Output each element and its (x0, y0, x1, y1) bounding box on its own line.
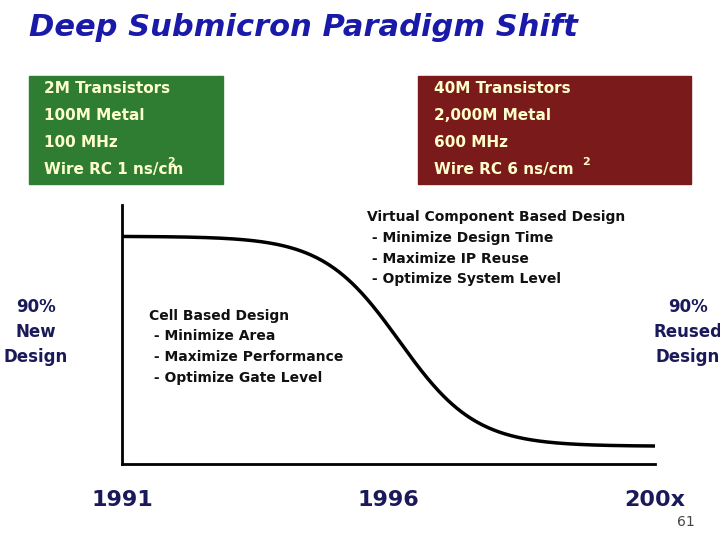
Text: 200x: 200x (625, 490, 685, 510)
Text: 600 MHz: 600 MHz (434, 135, 508, 150)
Text: Wire RC 6 ns/cm: Wire RC 6 ns/cm (434, 162, 574, 177)
Text: 100M Metal: 100M Metal (45, 108, 145, 123)
Text: 2: 2 (167, 157, 174, 167)
Text: 1996: 1996 (358, 490, 420, 510)
Text: Deep Submicron Paradigm Shift: Deep Submicron Paradigm Shift (29, 14, 577, 43)
Text: 90%
New
Design: 90% New Design (4, 298, 68, 366)
Text: Virtual Component Based Design
 - Minimize Design Time
 - Maximize IP Reuse
 - O: Virtual Component Based Design - Minimiz… (367, 211, 626, 286)
Text: 2,000M Metal: 2,000M Metal (434, 108, 551, 123)
Text: Cell Based Design
 - Minimize Area
 - Maximize Performance
 - Optimize Gate Leve: Cell Based Design - Minimize Area - Maxi… (149, 309, 343, 384)
Text: 40M Transistors: 40M Transistors (434, 81, 571, 96)
Text: 2: 2 (582, 157, 590, 167)
Text: 61: 61 (677, 515, 695, 529)
Text: 1991: 1991 (91, 490, 153, 510)
Text: 90%
Reused
Design: 90% Reused Design (653, 298, 720, 366)
Text: 2M Transistors: 2M Transistors (45, 81, 171, 96)
Text: Wire RC 1 ns/cm: Wire RC 1 ns/cm (45, 162, 184, 177)
Text: 100 MHz: 100 MHz (45, 135, 118, 150)
